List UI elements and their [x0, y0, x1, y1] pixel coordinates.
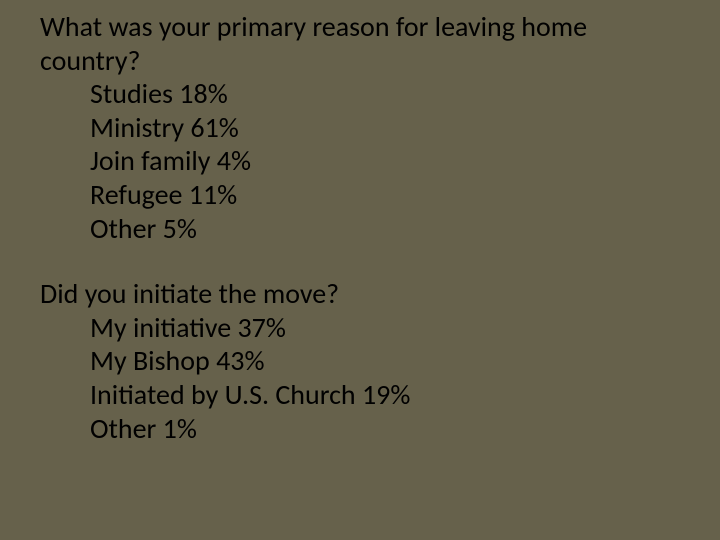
answer-item: Join family 4%	[90, 144, 680, 178]
answer-item: My initiative 37%	[90, 311, 680, 345]
answer-list: Studies 18% Ministry 61% Join family 4% …	[90, 77, 680, 245]
answer-item: Other 5%	[90, 212, 680, 246]
question-text: What was your primary reason for leaving…	[40, 10, 680, 77]
answer-item: Refugee 11%	[90, 178, 680, 212]
answer-item: Initiated by U.S. Church 19%	[90, 378, 680, 412]
answer-item: My Bishop 43%	[90, 344, 680, 378]
answer-item: Studies 18%	[90, 77, 680, 111]
answer-item: Other 1%	[90, 412, 680, 446]
survey-block-1: What was your primary reason for leaving…	[40, 10, 680, 245]
answer-item: Ministry 61%	[90, 111, 680, 145]
slide-content: What was your primary reason for leaving…	[0, 0, 720, 445]
survey-block-2: Did you initiate the move? My initiative…	[40, 277, 680, 445]
answer-list: My initiative 37% My Bishop 43% Initiate…	[90, 311, 680, 445]
question-text: Did you initiate the move?	[40, 277, 680, 311]
